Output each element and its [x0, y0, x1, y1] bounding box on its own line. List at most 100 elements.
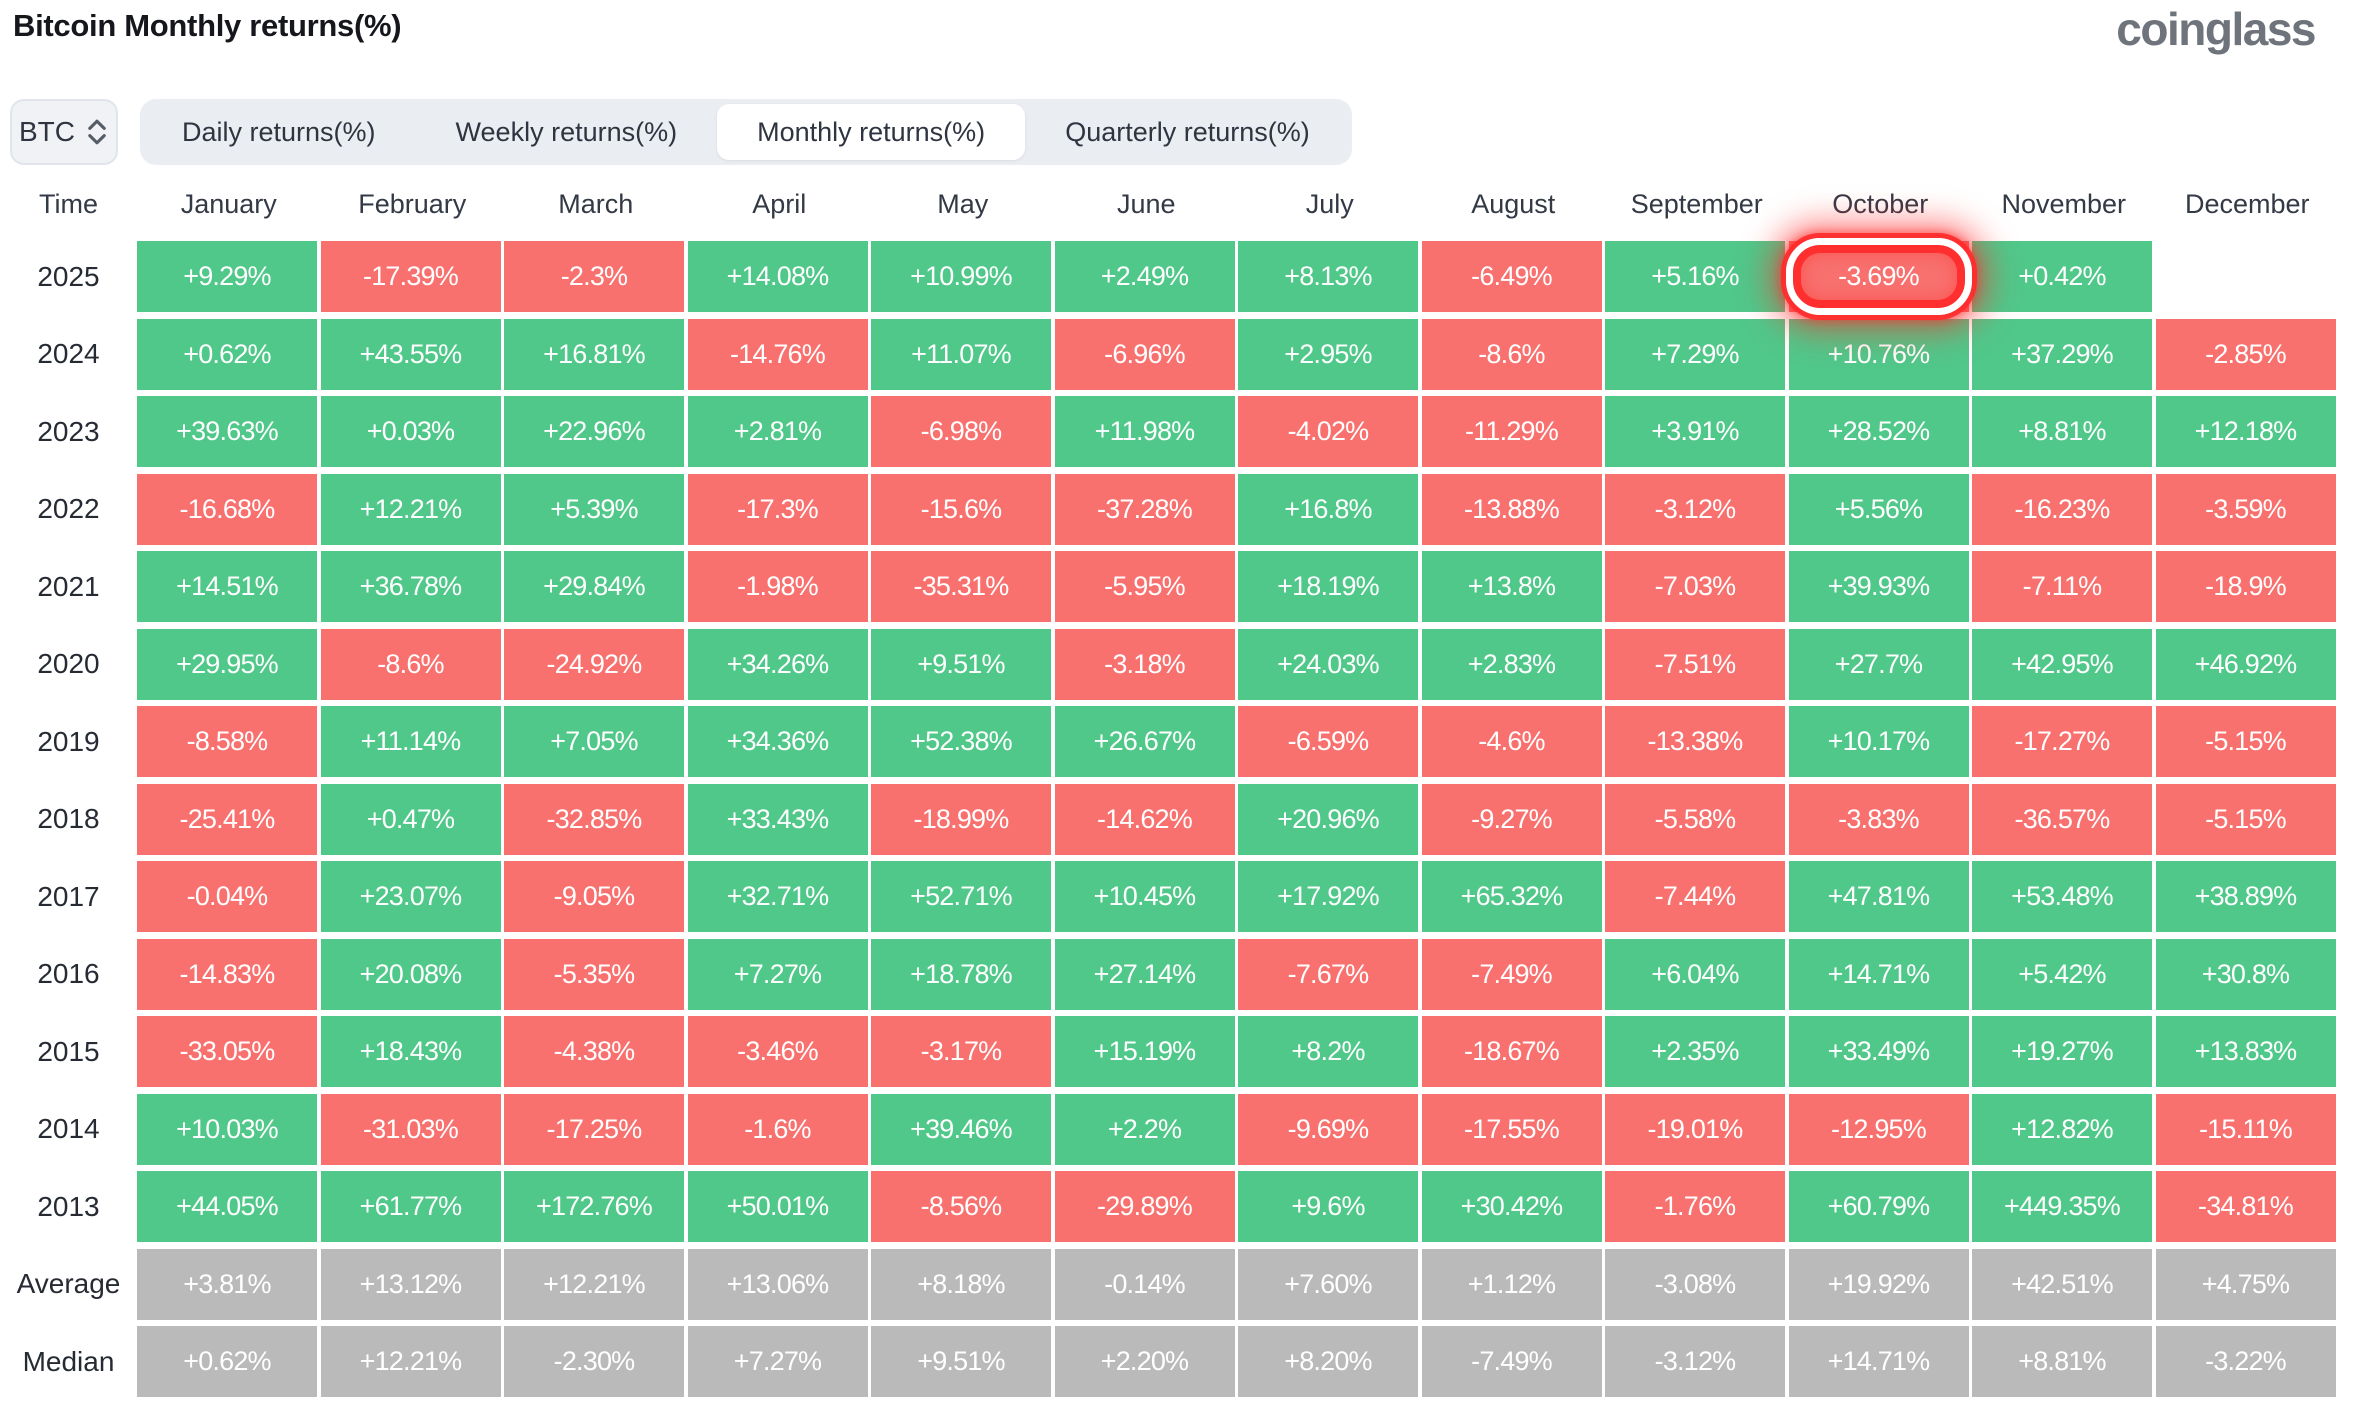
return-cell-2013-april: +50.01% — [687, 1171, 868, 1242]
return-cell-2023-september: +3.91% — [1605, 396, 1785, 467]
return-cell-2024-december: -2.85% — [2155, 318, 2336, 390]
return-cell-2018-july: +20.96% — [1238, 783, 1418, 855]
return-cell-average-september: -3.08% — [1605, 1248, 1785, 1320]
tab-daily-returns[interactable]: Daily returns(%) — [182, 116, 376, 147]
return-cell-2015-july: +8.2% — [1238, 1016, 1418, 1087]
symbol-select[interactable]: BTC — [10, 99, 118, 165]
return-cell-2020-june: -3.18% — [1054, 628, 1235, 700]
return-cell-2024-may: +11.07% — [871, 318, 1051, 390]
return-cell-2014-august: -17.55% — [1421, 1093, 1602, 1165]
return-cell-2023-may: -6.98% — [871, 396, 1051, 467]
return-cell-2013-july: +9.6% — [1238, 1171, 1418, 1242]
return-cell-2018-june: -14.62% — [1054, 783, 1235, 855]
return-cell-2024-june: -6.96% — [1054, 318, 1235, 390]
return-cell-2019-january: -8.58% — [137, 706, 317, 777]
return-cell-2025-september: +5.16% — [1605, 241, 1785, 312]
return-cell-2020-october: +27.7% — [1788, 628, 1969, 700]
return-cell-2018-december: -5.15% — [2155, 783, 2336, 855]
tab-weekly-returns[interactable]: Weekly returns(%) — [455, 116, 678, 147]
tab-quarterly-returns[interactable]: Quarterly returns(%) — [1065, 116, 1310, 147]
table-row-average: Average +3.81% +13.12% +12.21% +13.06% +8.18%… — [0, 1248, 2344, 1320]
return-cell-2019-november: -17.27% — [1972, 706, 2152, 777]
return-cell-2016-december: +30.8% — [2155, 938, 2336, 1010]
return-cell-2017-july: +17.92% — [1238, 861, 1418, 932]
table-row-2022: 2022 -16.68% +12.21% +5.39% -17.3% -15.6% -37.… — [0, 473, 2344, 545]
return-cell-2018-april: +33.43% — [687, 783, 868, 855]
time-label: 2020 — [37, 648, 100, 679]
return-cell-average-may: +8.18% — [871, 1248, 1051, 1320]
return-cell-median-september: -3.12% — [1605, 1326, 1785, 1397]
return-cell-2015-march: -4.38% — [504, 1016, 684, 1087]
return-cell-2015-january: -33.05% — [137, 1016, 317, 1087]
return-cell-2024-july: +2.95% — [1238, 318, 1418, 390]
table-row-2017: 2017 -0.04% +23.07% -9.05% +32.71% +52.71% +10… — [0, 861, 2344, 932]
return-cell-2021-july: +18.19% — [1238, 551, 1418, 622]
table-row-2018: 2018 -25.41% +0.47% -32.85% +33.43% -18.99% -1… — [0, 783, 2344, 855]
time-label: 2022 — [37, 493, 100, 524]
return-cell-2018-march: -32.85% — [504, 783, 684, 855]
return-cell-2023-august: -11.29% — [1421, 396, 1602, 467]
column-header-march: March — [558, 189, 634, 219]
return-cell-2016-april: +7.27% — [687, 938, 868, 1010]
return-cell-2015-october: +33.49% — [1788, 1016, 1969, 1087]
return-cell-2018-september: -5.58% — [1605, 783, 1785, 855]
return-cell-2020-september: -7.51% — [1605, 628, 1785, 700]
return-cell-2016-march: -5.35% — [504, 938, 684, 1010]
return-cell-2014-july: -9.69% — [1238, 1093, 1418, 1165]
return-cell-median-november: +8.81% — [1972, 1326, 2152, 1397]
return-cell-2018-february: +0.47% — [320, 783, 501, 855]
return-cell-2014-november: +12.82% — [1972, 1093, 2152, 1165]
return-cell-2025-june: +2.49% — [1054, 241, 1235, 312]
return-cell-2021-september: -7.03% — [1605, 551, 1785, 622]
return-cell-2015-september: +2.35% — [1605, 1016, 1785, 1087]
return-cell-2025-april: +14.08% — [687, 241, 868, 312]
return-cell-2015-june: +15.19% — [1054, 1016, 1235, 1087]
return-cell-2016-october: +14.71% — [1788, 938, 1969, 1010]
tab-monthly-returns[interactable]: Monthly returns(%) — [717, 104, 1026, 160]
return-cell-2024-april: -14.76% — [687, 318, 868, 390]
time-label: 2021 — [37, 570, 100, 602]
return-cell-2020-march: -24.92% — [504, 628, 684, 700]
table-row-2023: 2023 +39.63% +0.03% +22.96% +2.81% -6.98% +11.… — [0, 396, 2344, 467]
column-header-time: Time — [39, 189, 98, 219]
return-cell-2022-may: -15.6% — [871, 473, 1051, 545]
return-cell-median-may: +9.51% — [871, 1326, 1051, 1397]
time-label: 2024 — [37, 338, 100, 369]
time-label: 2013 — [37, 1190, 100, 1222]
return-cell-2015-august: -18.67% — [1421, 1016, 1602, 1087]
return-cell-2019-february: +11.14% — [320, 706, 501, 777]
return-cell-2021-june: -5.95% — [1054, 551, 1235, 622]
return-cell-2025-august: -6.49% — [1421, 241, 1602, 312]
return-cell-2013-december: -34.81% — [2155, 1171, 2336, 1242]
return-cell-2019-may: +52.38% — [871, 706, 1051, 777]
return-cell-2019-october: +10.17% — [1788, 706, 1969, 777]
return-cell-2019-april: +34.36% — [687, 706, 868, 777]
return-cell-2013-august: +30.42% — [1421, 1171, 1602, 1242]
return-cell-2024-march: +16.81% — [504, 318, 684, 390]
return-cell-2016-july: -7.67% — [1238, 938, 1418, 1010]
column-header-june: June — [1116, 189, 1176, 219]
table-row-2016: 2016 -14.83% +20.08% -5.35% +7.27% +18.78% +27… — [0, 938, 2344, 1010]
return-cell-2017-december: +38.89% — [2155, 861, 2336, 932]
return-cell-2014-september: -19.01% — [1605, 1093, 1785, 1165]
return-cell-2025-may: +10.99% — [871, 241, 1051, 312]
return-cell-median-february: +12.21% — [320, 1326, 501, 1397]
return-cell-2017-march: -9.05% — [504, 861, 684, 932]
return-cell-2023-december: +12.18% — [2155, 396, 2336, 467]
return-cell-2018-november: -36.57% — [1972, 783, 2152, 855]
column-header-may: May — [937, 189, 989, 219]
symbol-select-value: BTC — [19, 116, 75, 147]
return-cell-2020-november: +42.95% — [1972, 628, 2152, 700]
return-cell-2016-september: +6.04% — [1605, 938, 1785, 1010]
return-cell-2021-november: -7.11% — [1972, 551, 2152, 622]
return-cell-2024-november: +37.29% — [1972, 318, 2152, 390]
return-cell-2021-february: +36.78% — [320, 551, 501, 622]
column-header-september: September — [1630, 189, 1763, 219]
return-cell-2017-october: +47.81% — [1788, 861, 1969, 932]
return-cell-2014-may: +39.46% — [871, 1093, 1051, 1165]
return-cell-2018-august: -9.27% — [1421, 783, 1602, 855]
controls-bar: BTC Daily returns(%) Weekly returns(%) Mon… — [10, 99, 1352, 165]
return-cell-2022-october: +5.56% — [1788, 473, 1969, 545]
column-header-february: February — [358, 189, 467, 219]
return-cell-2016-may: +18.78% — [871, 938, 1051, 1010]
